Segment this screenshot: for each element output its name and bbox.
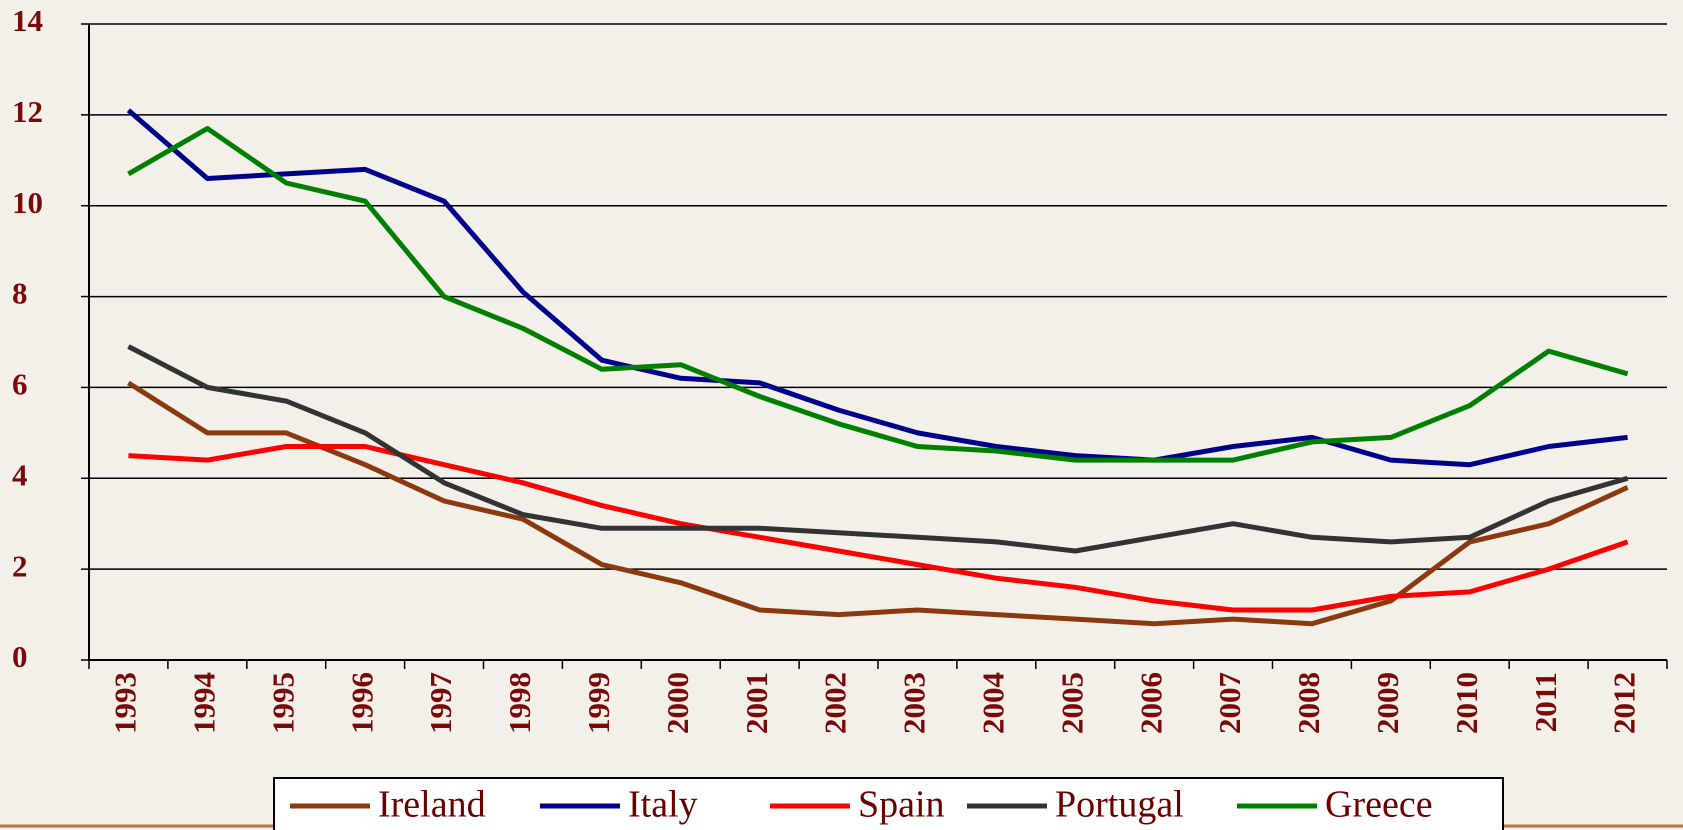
plot-area: 0 2 4 6 8 10 12 14 1993 1994 1995 1996 1997 1998 1999 2… bbox=[12, 3, 1668, 734]
x-tick-label: 2002 bbox=[818, 672, 853, 734]
x-tick-label: 1995 bbox=[265, 672, 300, 734]
legend-label: Portugal bbox=[1055, 784, 1184, 826]
legend-label: Greece bbox=[1325, 784, 1433, 826]
x-tick-label: 2003 bbox=[897, 672, 932, 734]
x-tick-label: 2000 bbox=[660, 672, 695, 734]
y-tick-label: 8 bbox=[12, 276, 28, 311]
x-tick-label: 2010 bbox=[1449, 672, 1484, 734]
y-tick-label: 6 bbox=[12, 367, 28, 402]
x-tick-label: 2009 bbox=[1370, 672, 1405, 734]
y-tick-label: 0 bbox=[12, 639, 28, 674]
x-tick-label: 2005 bbox=[1054, 672, 1089, 734]
series-line bbox=[127, 380, 1629, 627]
x-tick-label: 1994 bbox=[186, 672, 221, 734]
y-tick-label: 4 bbox=[12, 457, 28, 492]
legend-label: Spain bbox=[858, 784, 945, 826]
series-line bbox=[128, 444, 1629, 613]
legend-label: Italy bbox=[628, 784, 698, 826]
y-tick-label: 2 bbox=[12, 548, 28, 583]
legend-label: Ireland bbox=[378, 784, 486, 826]
x-tick-label: 2011 bbox=[1528, 672, 1563, 732]
series-line bbox=[127, 126, 1629, 463]
x-tick-label: 2006 bbox=[1133, 672, 1168, 734]
y-tick-label: 12 bbox=[12, 94, 43, 129]
x-tick-label: 2004 bbox=[975, 672, 1010, 734]
x-tick-label: 2008 bbox=[1291, 672, 1326, 734]
y-tick-label: 14 bbox=[12, 3, 43, 38]
series-line bbox=[126, 108, 1628, 468]
x-tick-label: 2001 bbox=[739, 672, 774, 734]
x-tick-label: 2007 bbox=[1212, 672, 1247, 734]
x-tick-label: 2012 bbox=[1607, 672, 1642, 734]
x-tick-label: 1999 bbox=[581, 672, 616, 734]
x-tick-label: 1996 bbox=[344, 672, 379, 734]
legend-items: Ireland Italy Spain Portugal Greece bbox=[290, 784, 1433, 826]
y-tick-label: 10 bbox=[12, 185, 43, 220]
x-tick-label: 1997 bbox=[423, 672, 458, 734]
series-line bbox=[127, 344, 1629, 554]
x-tick-label: 1998 bbox=[502, 672, 537, 734]
x-tick-label: 1993 bbox=[108, 672, 143, 734]
